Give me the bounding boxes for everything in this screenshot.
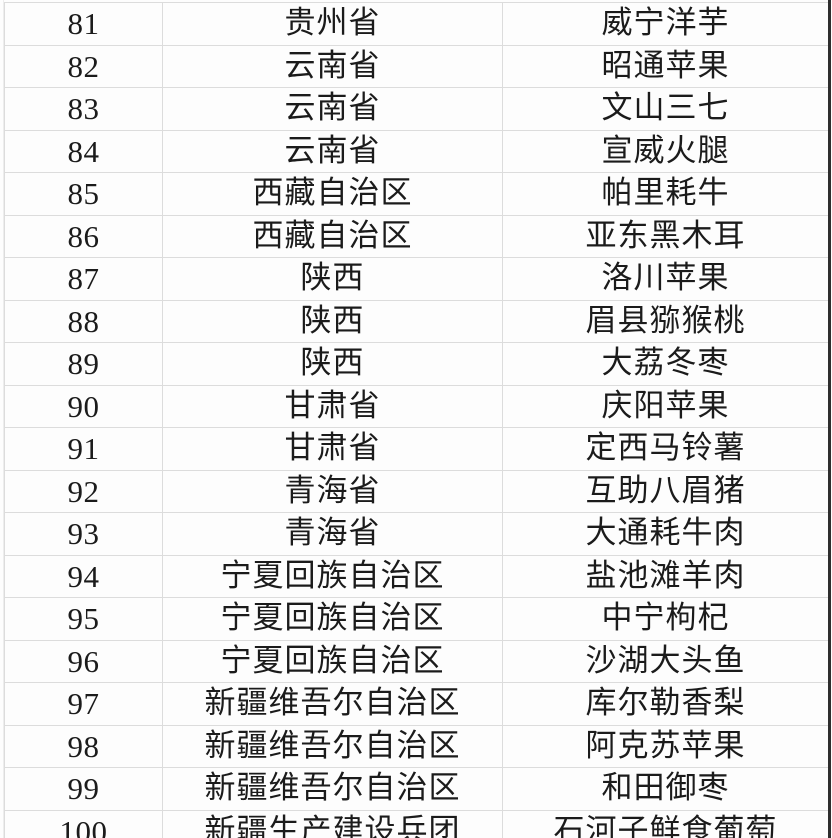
- cell-index[interactable]: 99: [4, 767, 163, 811]
- table-body: 81 贵州省 威宁洋芋 82 云南省 昭通苹果 83 云南省 文山三七 84 云南省 宣威火腿 85 西藏…: [4, 2, 829, 838]
- table-row[interactable]: 87 陕西 洛川苹果: [4, 257, 829, 301]
- cell-province[interactable]: 西藏自治区: [162, 214, 503, 258]
- cell-product[interactable]: 洛川苹果: [502, 257, 829, 301]
- table-row[interactable]: 93 青海省 大通耗牛肉: [4, 512, 829, 556]
- cell-product[interactable]: 石河子鲜食葡萄: [502, 809, 829, 838]
- table-row[interactable]: 91 甘肃省 定西马铃薯: [4, 427, 829, 471]
- cell-product[interactable]: 帕里耗牛: [502, 172, 829, 216]
- table-row[interactable]: 96 宁夏回族自治区 沙湖大头鱼: [4, 639, 829, 683]
- cell-product[interactable]: 大通耗牛肉: [502, 512, 829, 556]
- cell-product[interactable]: 大荔冬枣: [502, 342, 829, 386]
- cell-province[interactable]: 云南省: [162, 44, 503, 88]
- table-row[interactable]: 85 西藏自治区 帕里耗牛: [4, 172, 829, 216]
- cell-index[interactable]: 83: [4, 87, 163, 131]
- table-row[interactable]: 81 贵州省 威宁洋芋: [4, 2, 829, 46]
- table-row[interactable]: 97 新疆维吾尔自治区 库尔勒香梨: [4, 682, 829, 726]
- cell-index[interactable]: 86: [4, 214, 163, 258]
- cell-product[interactable]: 亚东黑木耳: [502, 214, 829, 258]
- cell-index[interactable]: 93: [4, 512, 163, 556]
- cell-product[interactable]: 文山三七: [502, 87, 829, 131]
- sheet-right-edge-rule: [828, 0, 831, 838]
- table-row[interactable]: 95 宁夏回族自治区 中宁枸杞: [4, 597, 829, 641]
- cell-province[interactable]: 云南省: [162, 87, 503, 131]
- sheet-left-edge-rule: [3, 0, 4, 838]
- cell-index[interactable]: 87: [4, 257, 163, 301]
- cell-index[interactable]: 98: [4, 724, 163, 768]
- cell-province[interactable]: 宁夏回族自治区: [162, 597, 503, 641]
- table-row[interactable]: 94 宁夏回族自治区 盐池滩羊肉: [4, 554, 829, 598]
- cell-product[interactable]: 定西马铃薯: [502, 427, 829, 471]
- table-row[interactable]: 82 云南省 昭通苹果: [4, 44, 829, 88]
- cell-index[interactable]: 81: [4, 2, 163, 46]
- cell-index[interactable]: 85: [4, 172, 163, 216]
- table-row[interactable]: 98 新疆维吾尔自治区 阿克苏苹果: [4, 724, 829, 768]
- table-row[interactable]: 89 陕西 大荔冬枣: [4, 342, 829, 386]
- cell-province[interactable]: 陕西: [162, 257, 503, 301]
- table-row[interactable]: 100 新疆生产建设兵团 石河子鲜食葡萄: [4, 809, 829, 838]
- cell-index[interactable]: 90: [4, 384, 163, 428]
- cell-province[interactable]: 陕西: [162, 342, 503, 386]
- table-row[interactable]: 83 云南省 文山三七: [4, 87, 829, 131]
- table-row[interactable]: 84 云南省 宣威火腿: [4, 129, 829, 173]
- cell-index[interactable]: 89: [4, 342, 163, 386]
- cell-province[interactable]: 新疆维吾尔自治区: [162, 682, 503, 726]
- table-row[interactable]: 92 青海省 互助八眉猪: [4, 469, 829, 513]
- cell-index[interactable]: 96: [4, 639, 163, 683]
- cell-product[interactable]: 互助八眉猪: [502, 469, 829, 513]
- cell-product[interactable]: 盐池滩羊肉: [502, 554, 829, 598]
- cell-province[interactable]: 甘肃省: [162, 384, 503, 428]
- cell-product[interactable]: 沙湖大头鱼: [502, 639, 829, 683]
- cell-index[interactable]: 84: [4, 129, 163, 173]
- cell-product[interactable]: 昭通苹果: [502, 44, 829, 88]
- cell-index[interactable]: 95: [4, 597, 163, 641]
- cell-index[interactable]: 91: [4, 427, 163, 471]
- cell-index[interactable]: 92: [4, 469, 163, 513]
- table-row[interactable]: 86 西藏自治区 亚东黑木耳: [4, 214, 829, 258]
- cell-province[interactable]: 新疆维吾尔自治区: [162, 724, 503, 768]
- cell-province[interactable]: 青海省: [162, 512, 503, 556]
- cell-product[interactable]: 宣威火腿: [502, 129, 829, 173]
- cell-product[interactable]: 和田御枣: [502, 767, 829, 811]
- cell-product[interactable]: 庆阳苹果: [502, 384, 829, 428]
- cell-province[interactable]: 宁夏回族自治区: [162, 554, 503, 598]
- cell-product[interactable]: 库尔勒香梨: [502, 682, 829, 726]
- table-row[interactable]: 88 陕西 眉县猕猴桃: [4, 299, 829, 343]
- cell-product[interactable]: 眉县猕猴桃: [502, 299, 829, 343]
- cell-province[interactable]: 宁夏回族自治区: [162, 639, 503, 683]
- cell-province[interactable]: 新疆维吾尔自治区: [162, 767, 503, 811]
- cell-province[interactable]: 贵州省: [162, 2, 503, 46]
- cell-index[interactable]: 94: [4, 554, 163, 598]
- cell-province[interactable]: 新疆生产建设兵团: [162, 809, 503, 838]
- cell-province[interactable]: 云南省: [162, 129, 503, 173]
- regional-products-table: 81 贵州省 威宁洋芋 82 云南省 昭通苹果 83 云南省 文山三七 84 云南省 宣威火腿 85 西藏…: [4, 2, 829, 838]
- cell-product[interactable]: 威宁洋芋: [502, 2, 829, 46]
- cell-province[interactable]: 青海省: [162, 469, 503, 513]
- cell-index[interactable]: 82: [4, 44, 163, 88]
- cell-index[interactable]: 88: [4, 299, 163, 343]
- cell-product[interactable]: 阿克苏苹果: [502, 724, 829, 768]
- table-row[interactable]: 90 甘肃省 庆阳苹果: [4, 384, 829, 428]
- cell-product[interactable]: 中宁枸杞: [502, 597, 829, 641]
- table-row[interactable]: 99 新疆维吾尔自治区 和田御枣: [4, 767, 829, 811]
- cell-index[interactable]: 97: [4, 682, 163, 726]
- cell-province[interactable]: 甘肃省: [162, 427, 503, 471]
- cell-index[interactable]: 100: [4, 809, 163, 838]
- cell-province[interactable]: 西藏自治区: [162, 172, 503, 216]
- cell-province[interactable]: 陕西: [162, 299, 503, 343]
